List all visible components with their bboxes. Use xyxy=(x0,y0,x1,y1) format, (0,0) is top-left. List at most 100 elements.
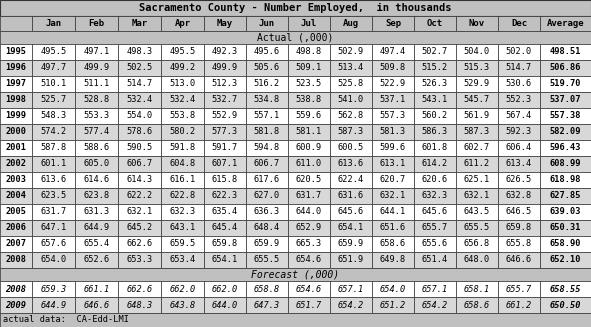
Bar xyxy=(498,44,540,60)
Text: 560.2: 560.2 xyxy=(422,112,448,121)
Bar xyxy=(330,92,372,108)
Bar xyxy=(32,156,75,172)
Text: 591.8: 591.8 xyxy=(170,144,196,152)
Bar xyxy=(75,140,118,156)
Bar xyxy=(161,108,204,124)
Bar xyxy=(0,236,32,252)
Text: 495.5: 495.5 xyxy=(170,47,196,57)
Text: 631.3: 631.3 xyxy=(83,208,109,216)
Text: Jun: Jun xyxy=(259,19,275,28)
Text: Actual (,000): Actual (,000) xyxy=(257,32,334,43)
Text: 625.1: 625.1 xyxy=(464,176,490,184)
Bar xyxy=(0,92,32,108)
Text: 655.7: 655.7 xyxy=(422,223,448,232)
Text: 528.8: 528.8 xyxy=(83,95,109,105)
Bar xyxy=(414,172,456,188)
Text: 647.1: 647.1 xyxy=(40,223,67,232)
Text: 557.1: 557.1 xyxy=(254,112,280,121)
Bar xyxy=(32,297,75,313)
Bar xyxy=(0,124,32,140)
Text: 561.9: 561.9 xyxy=(464,112,490,121)
Bar xyxy=(456,60,498,76)
Bar xyxy=(32,188,75,204)
Text: 567.4: 567.4 xyxy=(506,112,532,121)
Text: 497.1: 497.1 xyxy=(83,47,109,57)
Text: Aug: Aug xyxy=(343,19,359,28)
Text: 582.09: 582.09 xyxy=(550,128,582,136)
Text: 537.1: 537.1 xyxy=(380,95,406,105)
Bar xyxy=(414,76,456,92)
Bar xyxy=(32,92,75,108)
Bar xyxy=(32,44,75,60)
Bar xyxy=(204,92,246,108)
Text: 1995: 1995 xyxy=(5,47,27,57)
Bar xyxy=(75,92,118,108)
Text: 615.8: 615.8 xyxy=(212,176,238,184)
Text: 645.4: 645.4 xyxy=(212,223,238,232)
Text: 2001: 2001 xyxy=(5,144,27,152)
Text: 643.5: 643.5 xyxy=(464,208,490,216)
Text: 656.8: 656.8 xyxy=(464,239,490,249)
Text: 655.5: 655.5 xyxy=(254,255,280,265)
Text: 658.8: 658.8 xyxy=(254,284,280,294)
Bar xyxy=(288,156,330,172)
Text: 559.6: 559.6 xyxy=(296,112,322,121)
Text: Jan: Jan xyxy=(46,19,61,28)
Text: May: May xyxy=(217,19,233,28)
Bar xyxy=(330,124,372,140)
Text: 635.4: 635.4 xyxy=(212,208,238,216)
Text: 606.4: 606.4 xyxy=(506,144,532,152)
Bar xyxy=(204,172,246,188)
Text: 515.2: 515.2 xyxy=(422,63,448,73)
Text: 655.4: 655.4 xyxy=(83,239,109,249)
Bar xyxy=(246,204,288,220)
Text: 644.0: 644.0 xyxy=(212,301,238,309)
Bar xyxy=(0,252,32,268)
Text: 543.1: 543.1 xyxy=(422,95,448,105)
Bar xyxy=(414,220,456,236)
Text: actual data:  CA-Edd-LMI: actual data: CA-Edd-LMI xyxy=(3,316,129,324)
Bar xyxy=(540,124,591,140)
Bar xyxy=(161,16,204,31)
Text: 617.6: 617.6 xyxy=(254,176,280,184)
Bar xyxy=(204,16,246,31)
Text: 611.0: 611.0 xyxy=(296,160,322,168)
Bar xyxy=(498,76,540,92)
Bar xyxy=(456,188,498,204)
Bar xyxy=(118,124,161,140)
Bar xyxy=(498,108,540,124)
Bar xyxy=(456,220,498,236)
Bar xyxy=(118,297,161,313)
Bar xyxy=(456,124,498,140)
Bar xyxy=(330,60,372,76)
Bar xyxy=(330,156,372,172)
Bar xyxy=(204,108,246,124)
Bar xyxy=(204,124,246,140)
Bar xyxy=(540,281,591,297)
Bar xyxy=(118,172,161,188)
Text: Average: Average xyxy=(547,19,584,28)
Bar xyxy=(0,172,32,188)
Bar xyxy=(372,44,414,60)
Text: 577.4: 577.4 xyxy=(83,128,109,136)
Text: 614.2: 614.2 xyxy=(422,160,448,168)
Text: 497.7: 497.7 xyxy=(40,63,67,73)
Text: 650.50: 650.50 xyxy=(550,301,582,309)
Text: 659.3: 659.3 xyxy=(40,284,67,294)
Text: 657.6: 657.6 xyxy=(40,239,67,249)
Text: 601.8: 601.8 xyxy=(422,144,448,152)
Bar xyxy=(498,140,540,156)
Bar xyxy=(456,281,498,297)
Text: 631.7: 631.7 xyxy=(296,192,322,200)
Text: 553.3: 553.3 xyxy=(83,112,109,121)
Bar xyxy=(75,44,118,60)
Text: 652.10: 652.10 xyxy=(550,255,582,265)
Bar xyxy=(118,188,161,204)
Text: 541.0: 541.0 xyxy=(338,95,364,105)
Text: 654.6: 654.6 xyxy=(296,284,322,294)
Text: 644.9: 644.9 xyxy=(40,301,67,309)
Bar xyxy=(288,60,330,76)
Text: 529.9: 529.9 xyxy=(464,79,490,89)
Bar xyxy=(204,297,246,313)
Bar xyxy=(372,76,414,92)
